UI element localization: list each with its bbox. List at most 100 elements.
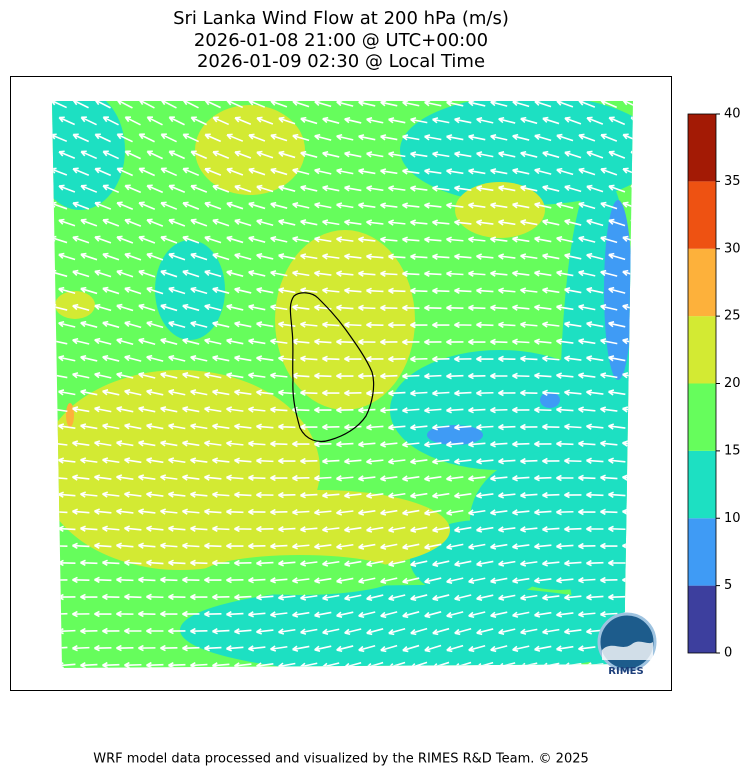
colorbar-tick-label: 35 bbox=[724, 174, 741, 189]
wind-arrow bbox=[490, 577, 508, 584]
wind-arrow bbox=[248, 304, 266, 311]
wind-arrow bbox=[138, 201, 156, 210]
wind-arrow bbox=[424, 509, 442, 516]
wind-arrow bbox=[608, 116, 626, 126]
wind-arrow bbox=[410, 492, 428, 499]
wind-arrow bbox=[336, 611, 354, 618]
wind-arrow bbox=[446, 236, 464, 243]
wind-arrow bbox=[182, 508, 200, 515]
wind-arrow bbox=[322, 457, 340, 465]
wind-arrow bbox=[520, 253, 538, 260]
wind-arrow bbox=[226, 406, 244, 413]
wind-arrow bbox=[234, 628, 252, 635]
wind-arrow bbox=[556, 133, 574, 142]
wind-arrow bbox=[322, 321, 340, 328]
wind-arrow bbox=[212, 320, 230, 328]
wind-arrow bbox=[424, 611, 442, 619]
wind-arrow bbox=[102, 661, 120, 668]
wind-arrow bbox=[168, 116, 185, 126]
wind-arrow bbox=[80, 559, 98, 567]
wind-arrow bbox=[256, 355, 274, 362]
wind-arrow bbox=[432, 492, 450, 499]
wind-arrow bbox=[314, 406, 332, 414]
wind-arrow bbox=[204, 645, 222, 652]
wind-arrow bbox=[256, 150, 274, 159]
wind-arrow bbox=[116, 201, 134, 210]
wind-arrow bbox=[270, 611, 288, 618]
wind-arrow bbox=[432, 151, 450, 158]
wind-arrow bbox=[490, 509, 508, 516]
wind-arrow bbox=[256, 559, 274, 567]
wind-arrow bbox=[102, 491, 120, 498]
wind-arrow bbox=[80, 286, 98, 295]
wind-arrow bbox=[314, 236, 332, 243]
wind-arrow bbox=[72, 235, 90, 244]
wind-arrow bbox=[534, 509, 552, 516]
wind-arrow bbox=[410, 458, 428, 465]
wind-arrow bbox=[586, 116, 604, 125]
wind-arrow bbox=[146, 252, 164, 261]
wind-arrow bbox=[380, 304, 398, 312]
wind-arrow bbox=[498, 355, 516, 363]
colorbar: 0 5 10 15 20 25 30 35 40 bbox=[687, 107, 741, 661]
wind-arrow bbox=[410, 151, 428, 158]
wind-arrow bbox=[578, 304, 596, 311]
wind-arrow bbox=[72, 167, 90, 176]
wind-arrow bbox=[146, 491, 164, 498]
wind-arrow bbox=[358, 202, 376, 209]
wind-arrow bbox=[410, 321, 428, 329]
wind-arrow bbox=[160, 508, 178, 515]
wind-arrow bbox=[204, 474, 222, 481]
wind-arrow bbox=[630, 355, 633, 362]
wind-arrow bbox=[278, 321, 296, 328]
wind-speed-region bbox=[275, 230, 415, 410]
wind-arrow bbox=[358, 475, 376, 482]
wind-arrow bbox=[58, 286, 76, 295]
wind-arrow bbox=[138, 235, 156, 244]
wind-arrow bbox=[270, 440, 288, 448]
wind-arrow bbox=[124, 150, 141, 160]
wind-arrow bbox=[314, 202, 332, 209]
wind-arrow bbox=[226, 133, 244, 142]
wind-arrow bbox=[292, 236, 310, 243]
wind-arrow bbox=[542, 253, 560, 260]
wind-arrow bbox=[556, 101, 574, 108]
wind-arrow bbox=[234, 321, 252, 328]
wind-arrow bbox=[336, 406, 354, 414]
wind-arrow bbox=[498, 253, 516, 260]
wind-arrow bbox=[72, 644, 90, 652]
wind-arrow bbox=[402, 407, 420, 414]
wind-arrow bbox=[476, 594, 494, 601]
wind-arrow bbox=[410, 627, 428, 636]
wind-arrow bbox=[534, 577, 552, 584]
wind-arrow bbox=[468, 338, 486, 346]
wind-arrow bbox=[564, 218, 582, 226]
wind-arrow bbox=[278, 116, 296, 125]
wind-arrow bbox=[388, 424, 406, 431]
wind-arrow bbox=[336, 475, 354, 482]
wind-arrow bbox=[424, 441, 442, 448]
wind-arrow bbox=[58, 491, 76, 498]
wind-arrow bbox=[278, 491, 296, 499]
wind-arrow bbox=[600, 406, 618, 413]
wind-arrow bbox=[622, 372, 633, 379]
wind-arrow bbox=[490, 270, 508, 277]
wind-arrow bbox=[630, 423, 633, 430]
wind-arrow bbox=[578, 372, 596, 379]
wind-arrow bbox=[564, 491, 582, 499]
wind-arrow bbox=[358, 168, 376, 175]
wind-arrow bbox=[542, 423, 560, 431]
wind-arrow bbox=[402, 101, 420, 107]
wind-arrow bbox=[424, 304, 442, 312]
wind-arrow bbox=[432, 560, 450, 567]
map-field bbox=[52, 101, 633, 668]
wind-arrow bbox=[454, 185, 472, 192]
wind-arrow bbox=[564, 423, 582, 430]
wind-arrow bbox=[138, 542, 156, 549]
wind-arrow bbox=[72, 508, 90, 515]
wind-arrow bbox=[600, 542, 618, 550]
wind-arrow bbox=[270, 101, 288, 108]
wind-arrow bbox=[490, 543, 508, 550]
wind-arrow bbox=[102, 286, 120, 295]
wind-arrow bbox=[58, 423, 76, 430]
